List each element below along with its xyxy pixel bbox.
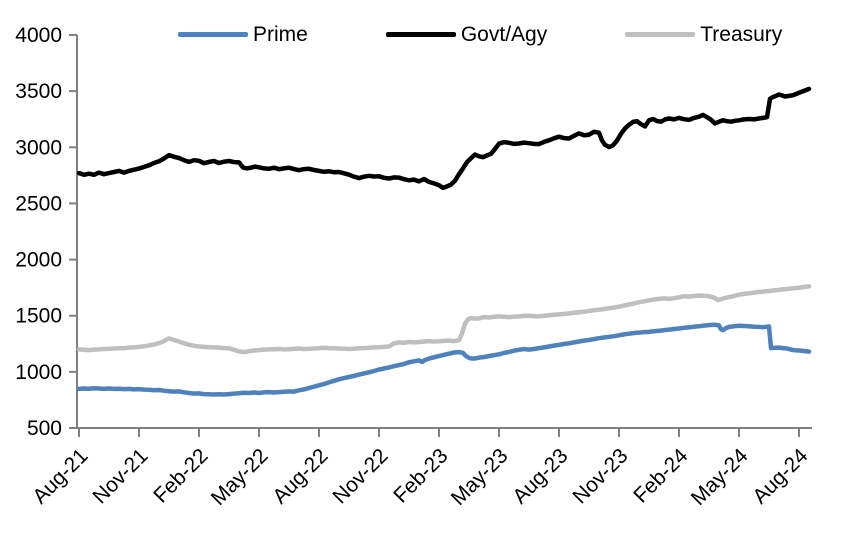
y-tick-label: 3500	[15, 80, 62, 103]
legend-item-treasury: Treasury	[625, 24, 782, 45]
legend-item-govt-agy: Govt/Agy	[385, 23, 548, 46]
x-tick-label: Aug-21	[28, 444, 92, 508]
series-line-prime	[76, 322, 812, 397]
y-tick-label: 2000	[15, 249, 62, 272]
y-tick-label: 4000	[15, 24, 62, 47]
x-tick-label: Nov-23	[568, 444, 632, 508]
legend-label-prime: Prime	[253, 23, 308, 46]
x-tick-label: Nov-22	[328, 444, 392, 508]
x-tick-label: May-22	[207, 444, 273, 510]
chart-legend: Prime Govt/Agy Treasury	[178, 24, 782, 45]
legend-item-prime: Prime	[178, 24, 308, 45]
y-tick-label: 500	[27, 417, 62, 440]
x-tick-label: May-23	[447, 444, 513, 510]
y-tick-label: 2500	[15, 192, 62, 215]
series-line-treasury	[76, 284, 812, 355]
x-tick-label: Feb-22	[149, 444, 212, 507]
y-tick-label: 1500	[15, 305, 62, 328]
x-tick-label: May-24	[687, 444, 753, 510]
prime-line-swatch	[178, 32, 248, 37]
x-tick-label: Feb-23	[389, 444, 452, 507]
x-tick-label: Nov-21	[88, 444, 152, 508]
treasury-line-swatch	[625, 32, 696, 37]
govt-agy-line-swatch	[385, 32, 456, 37]
x-tick-label: Feb-24	[629, 444, 693, 508]
y-tick-label: 1000	[15, 361, 62, 384]
x-tick-label: Aug-23	[508, 444, 572, 508]
x-tick-label: Aug-22	[268, 444, 332, 508]
legend-label-govt-agy: Govt/Agy	[460, 23, 548, 46]
y-tick-label: 3000	[15, 136, 62, 159]
x-tick-label: Aug-24	[748, 444, 812, 508]
series-line-govt-agy	[76, 86, 812, 191]
legend-label-treasury: Treasury	[700, 23, 783, 46]
